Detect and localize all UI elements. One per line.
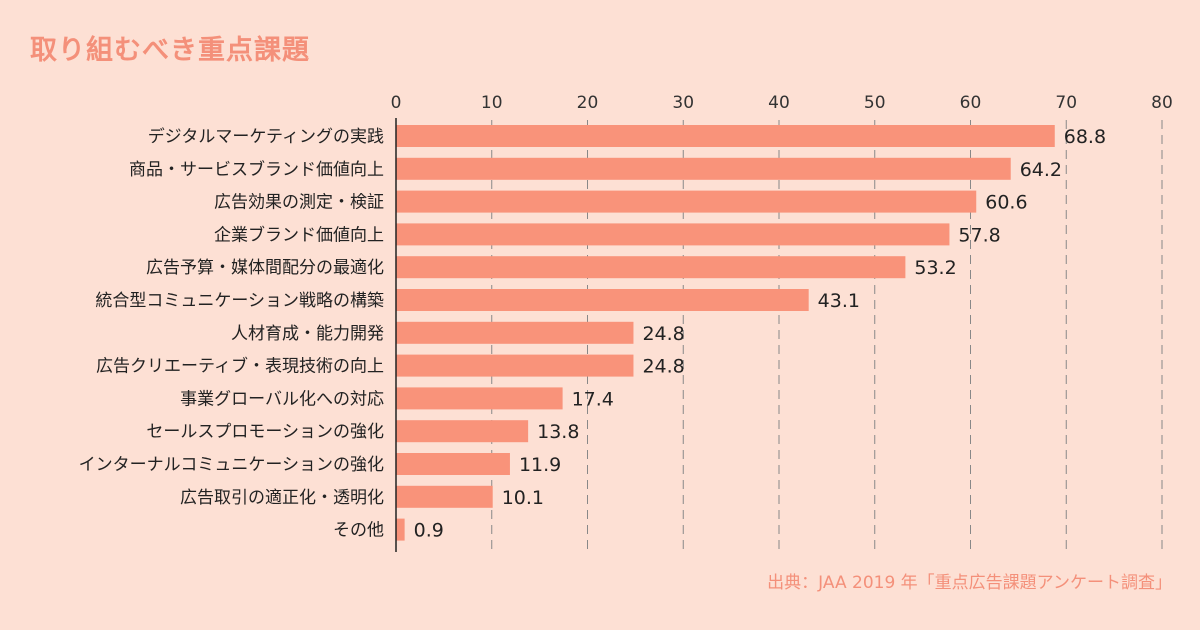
bar [396, 289, 809, 311]
bar [396, 321, 634, 344]
value-label: 17.4 [572, 388, 614, 410]
value-label: 57.8 [958, 224, 1000, 246]
source-note: 出典：JAA 2019 年「重点広告課題アンケート調査」 [767, 573, 1172, 593]
tick-labels: 0 10 20 30 40 50 60 70 80 [391, 93, 1173, 113]
x-tick-label: 60 [960, 93, 982, 113]
bars [396, 125, 1055, 541]
chart-title: 取り組むべき重点課題 [30, 35, 310, 66]
bar [396, 125, 1055, 147]
x-tick-label: 50 [864, 93, 886, 113]
category-label: 商品・サービスブランド価値向上 [129, 159, 384, 180]
category-label: デジタルマーケティングの実践 [148, 126, 384, 147]
x-tick-label: 10 [481, 93, 503, 113]
bar [396, 354, 634, 377]
category-label: 統合型コミュニケーション戦略の構築 [95, 291, 384, 311]
bar [396, 256, 906, 279]
value-label: 64.2 [1020, 159, 1062, 181]
category-label: 広告取引の適正化・透明化 [180, 488, 384, 508]
bar [396, 518, 405, 541]
bar [396, 420, 529, 443]
bar [396, 453, 510, 475]
value-label: 60.6 [985, 192, 1027, 214]
bar [396, 223, 950, 246]
value-label: 24.8 [642, 323, 684, 345]
value-label: 0.9 [414, 520, 444, 542]
x-tick-label: 80 [1151, 93, 1173, 113]
category-label: その他 [333, 521, 384, 541]
category-label: 広告クリエーティブ・表現技術の向上 [96, 356, 384, 377]
category-label: 広告効果の測定・検証 [214, 193, 384, 213]
category-label: セールスプロモーションの強化 [146, 422, 384, 442]
category-label: インターナルコミュニケーションの強化 [79, 455, 384, 475]
bar [396, 190, 977, 213]
x-tick-label: 20 [577, 93, 599, 113]
value-label: 68.8 [1064, 126, 1106, 148]
category-label: 事業グローバル化への対応 [180, 389, 384, 409]
value-label: 53.2 [914, 257, 956, 279]
value-labels: 68.864.2 60.6 57.853.2 43.1 24.8 24.8 17.4 13.8… [414, 126, 1106, 542]
value-label: 43.1 [818, 290, 860, 312]
x-tick-label: 30 [672, 93, 694, 113]
value-label: 13.8 [537, 421, 579, 443]
category-label: 広告予算・媒体間配分の最適化 [146, 258, 384, 278]
x-tick-label: 0 [391, 93, 402, 113]
x-tick-label: 70 [1055, 93, 1077, 113]
bar [396, 387, 563, 410]
value-label: 24.8 [642, 356, 684, 378]
bar [396, 485, 493, 508]
bar [396, 157, 1011, 180]
x-tick-label: 40 [768, 93, 790, 113]
category-label: 企業ブランド価値向上 [214, 224, 384, 245]
category-label: 人材育成・能力開発 [231, 324, 384, 344]
value-label: 11.9 [519, 454, 561, 476]
value-label: 10.1 [502, 487, 544, 509]
category-labels: デジタルマーケティングの実践商品・サービスブランド価値向上広告効果の測定・検証企… [79, 126, 384, 541]
